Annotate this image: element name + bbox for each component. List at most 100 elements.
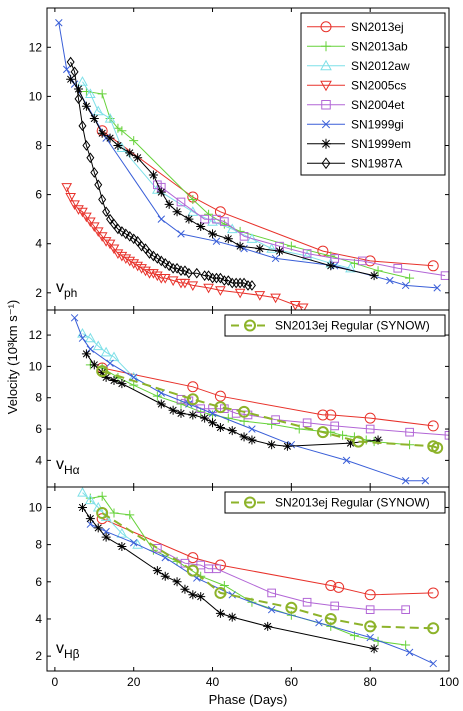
data-point xyxy=(427,260,439,272)
legend: SN2013ej SN2013ab SN2012aw SN2005cs SN2004et… xyxy=(300,12,446,176)
data-point xyxy=(101,372,111,382)
x-tick-label: 80 xyxy=(363,675,377,689)
y-tick-label: 4 xyxy=(35,237,42,251)
x-tick-label: 100 xyxy=(439,675,459,689)
data-point xyxy=(125,231,134,242)
x-axis-label: Phase (Days) xyxy=(209,692,288,707)
data-point xyxy=(161,258,170,269)
legend-marker xyxy=(321,157,331,170)
legend-marker xyxy=(244,319,256,332)
x-tick-label: 40 xyxy=(206,675,220,689)
data-point xyxy=(185,400,193,408)
data-point xyxy=(66,74,76,84)
data-point xyxy=(227,612,237,622)
data-point xyxy=(74,93,83,105)
data-point xyxy=(117,379,127,389)
data-point xyxy=(196,222,206,232)
data-point xyxy=(85,88,96,99)
panel-label-sub: Hα xyxy=(64,463,80,477)
data-point xyxy=(86,345,95,353)
data-point xyxy=(85,514,95,524)
data-point xyxy=(401,281,410,290)
series-line xyxy=(102,367,434,427)
legend-label: SN1999em xyxy=(351,137,411,151)
data-point xyxy=(196,592,206,602)
data-point xyxy=(365,424,375,434)
series-sn1999em xyxy=(66,74,379,281)
panel-2: 4 6 8 10 12 vHα SN2013ej Regular (SYNOW) xyxy=(29,309,450,488)
data-point xyxy=(141,243,150,254)
data-point xyxy=(168,405,178,415)
data-point xyxy=(263,621,273,631)
data-point xyxy=(117,226,126,237)
data-point xyxy=(108,244,120,255)
data-point xyxy=(85,494,96,505)
data-point xyxy=(116,251,128,262)
data-point xyxy=(220,217,229,226)
data-point xyxy=(326,261,336,271)
y-tick-label: 6 xyxy=(35,188,42,202)
y-tick-label: 12 xyxy=(29,40,43,54)
y-tick-label: 2 xyxy=(35,286,42,300)
data-point xyxy=(152,391,162,401)
data-point xyxy=(373,435,383,445)
plot-area xyxy=(77,487,440,668)
data-point xyxy=(186,393,199,406)
data-point xyxy=(365,605,375,614)
data-point xyxy=(342,456,351,465)
data-point xyxy=(113,223,122,235)
data-point xyxy=(214,401,227,414)
data-point xyxy=(137,240,146,252)
data-point xyxy=(97,491,107,501)
data-point xyxy=(184,214,194,224)
data-point xyxy=(421,477,430,485)
data-point xyxy=(238,405,251,418)
data-point xyxy=(77,487,88,497)
data-point xyxy=(88,222,100,233)
legend-entry-sn2005cs: SN2005cs xyxy=(307,78,406,92)
series-sn2013ej-regular-synow xyxy=(96,507,440,635)
data-point xyxy=(106,359,114,367)
data-point xyxy=(333,581,345,593)
data-point xyxy=(82,140,91,151)
data-point xyxy=(112,249,124,260)
series-sn1987a xyxy=(66,56,256,291)
data-point xyxy=(338,430,348,440)
data-point xyxy=(196,404,206,414)
data-point xyxy=(157,215,166,223)
data-point xyxy=(369,644,379,654)
data-point xyxy=(317,409,329,421)
data-point xyxy=(187,281,199,291)
data-point xyxy=(104,112,116,123)
legend-marker xyxy=(244,496,256,509)
y-tick-label: 10 xyxy=(29,500,43,514)
data-point xyxy=(77,502,87,512)
data-point xyxy=(92,227,104,237)
legend-label: SN2013ej Regular (SYNOW) xyxy=(275,496,430,510)
data-point xyxy=(125,148,135,158)
data-point xyxy=(208,229,218,239)
data-point xyxy=(270,293,281,304)
data-point xyxy=(96,507,109,520)
data-point xyxy=(117,126,127,136)
series-line xyxy=(157,184,446,277)
data-point xyxy=(78,120,87,132)
data-point xyxy=(427,587,439,599)
data-point xyxy=(401,605,410,614)
data-point xyxy=(81,349,91,359)
data-point xyxy=(152,271,163,282)
data-point xyxy=(364,620,377,633)
data-point xyxy=(282,441,292,451)
data-point xyxy=(172,207,182,217)
panel-label-sub: ph xyxy=(64,286,77,300)
data-point xyxy=(66,56,75,68)
data-point xyxy=(97,128,107,138)
legend-entry-sn2004et: SN2004et xyxy=(307,98,405,112)
legend-marker xyxy=(320,21,332,33)
data-point xyxy=(173,262,182,274)
data-point xyxy=(121,228,130,240)
data-point xyxy=(223,234,233,244)
panel-label-sub: Hβ xyxy=(64,647,80,661)
data-point xyxy=(215,422,225,432)
series-line xyxy=(70,78,375,277)
